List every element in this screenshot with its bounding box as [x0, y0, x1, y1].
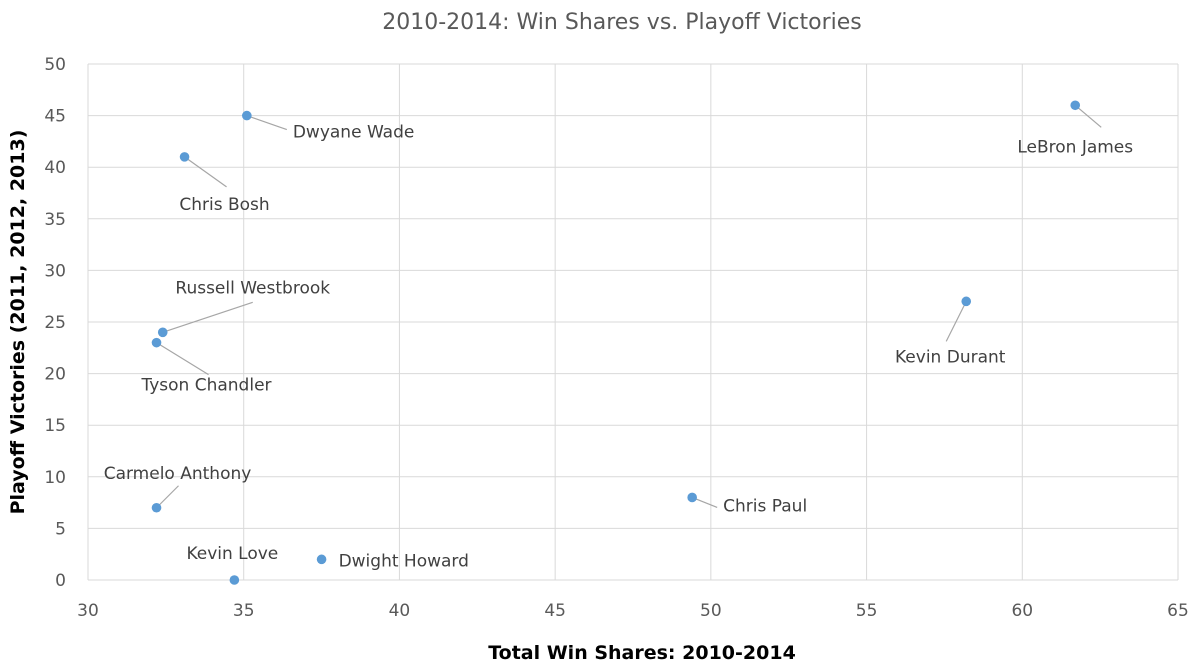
y-tick-label: 0: [55, 571, 66, 591]
label-leader-line: [184, 156, 227, 188]
data-point: [157, 327, 168, 338]
y-tick-label: 10: [44, 468, 66, 488]
x-tick-label: 55: [856, 601, 878, 621]
gridlines: [87, 63, 1179, 581]
y-tick-label: 50: [44, 55, 66, 75]
x-tick-label: 45: [544, 601, 566, 621]
data-point: [961, 296, 972, 307]
point-label: Chris Bosh: [179, 195, 269, 215]
x-tick-label: 35: [233, 601, 255, 621]
x-tick-label: 60: [1011, 601, 1033, 621]
y-tick-label: 35: [44, 210, 66, 230]
y-tick-label: 25: [44, 313, 66, 333]
point-label: Carmelo Anthony: [104, 464, 252, 484]
x-axis-title: Total Win Shares: 2010-2014: [488, 642, 796, 664]
data-point: [316, 554, 327, 565]
x-tick-label: 65: [1167, 601, 1189, 621]
y-axis-title: Playoff Victories (2011, 2012, 2013): [7, 130, 29, 515]
y-tick-label: 5: [55, 519, 66, 539]
point-label: LeBron James: [1017, 137, 1133, 157]
point-label: Kevin Durant: [895, 347, 1006, 367]
label-leader-line: [156, 485, 179, 509]
point-label: Dwight Howard: [339, 551, 469, 571]
point-label: Chris Paul: [723, 496, 807, 516]
point-labels: LeBron James Dwyane Wade Chris Bosh Kevin D…: [104, 123, 1134, 572]
y-tick-label: 15: [44, 416, 66, 436]
point-label: Tyson Chandler: [140, 376, 271, 396]
label-leader-line: [162, 301, 253, 333]
point-label: Dwyane Wade: [293, 123, 415, 143]
leader-lines: [156, 104, 1102, 509]
tick-labels: 30 35 40 45 50 55 60 65 0 5 10 15 20 25 30 35 40 45 50: [44, 55, 1188, 621]
data-point: [229, 575, 240, 585]
y-tick-label: 45: [44, 107, 66, 127]
x-tick-label: 40: [389, 601, 411, 621]
label-leader-line: [945, 301, 967, 342]
data-point: [687, 492, 697, 503]
data-point: [179, 152, 190, 162]
y-tick-label: 20: [44, 365, 66, 385]
x-tick-label: 30: [77, 601, 99, 621]
label-leader-line: [1074, 104, 1102, 128]
data-point: [242, 110, 252, 121]
x-tick-label: 50: [700, 601, 722, 621]
label-leader-line: [156, 342, 209, 376]
data-point: [151, 337, 162, 348]
data-point: [1070, 100, 1081, 111]
point-label: Russell Westbrook: [175, 278, 330, 298]
data-points: [151, 100, 1081, 585]
chart-title: 2010-2014: Win Shares vs. Playoff Victor…: [382, 10, 862, 35]
data-point: [151, 502, 162, 513]
point-label: Kevin Love: [186, 544, 278, 564]
label-leader-line: [246, 115, 288, 131]
y-tick-label: 40: [44, 158, 66, 178]
y-tick-label: 30: [44, 261, 66, 281]
